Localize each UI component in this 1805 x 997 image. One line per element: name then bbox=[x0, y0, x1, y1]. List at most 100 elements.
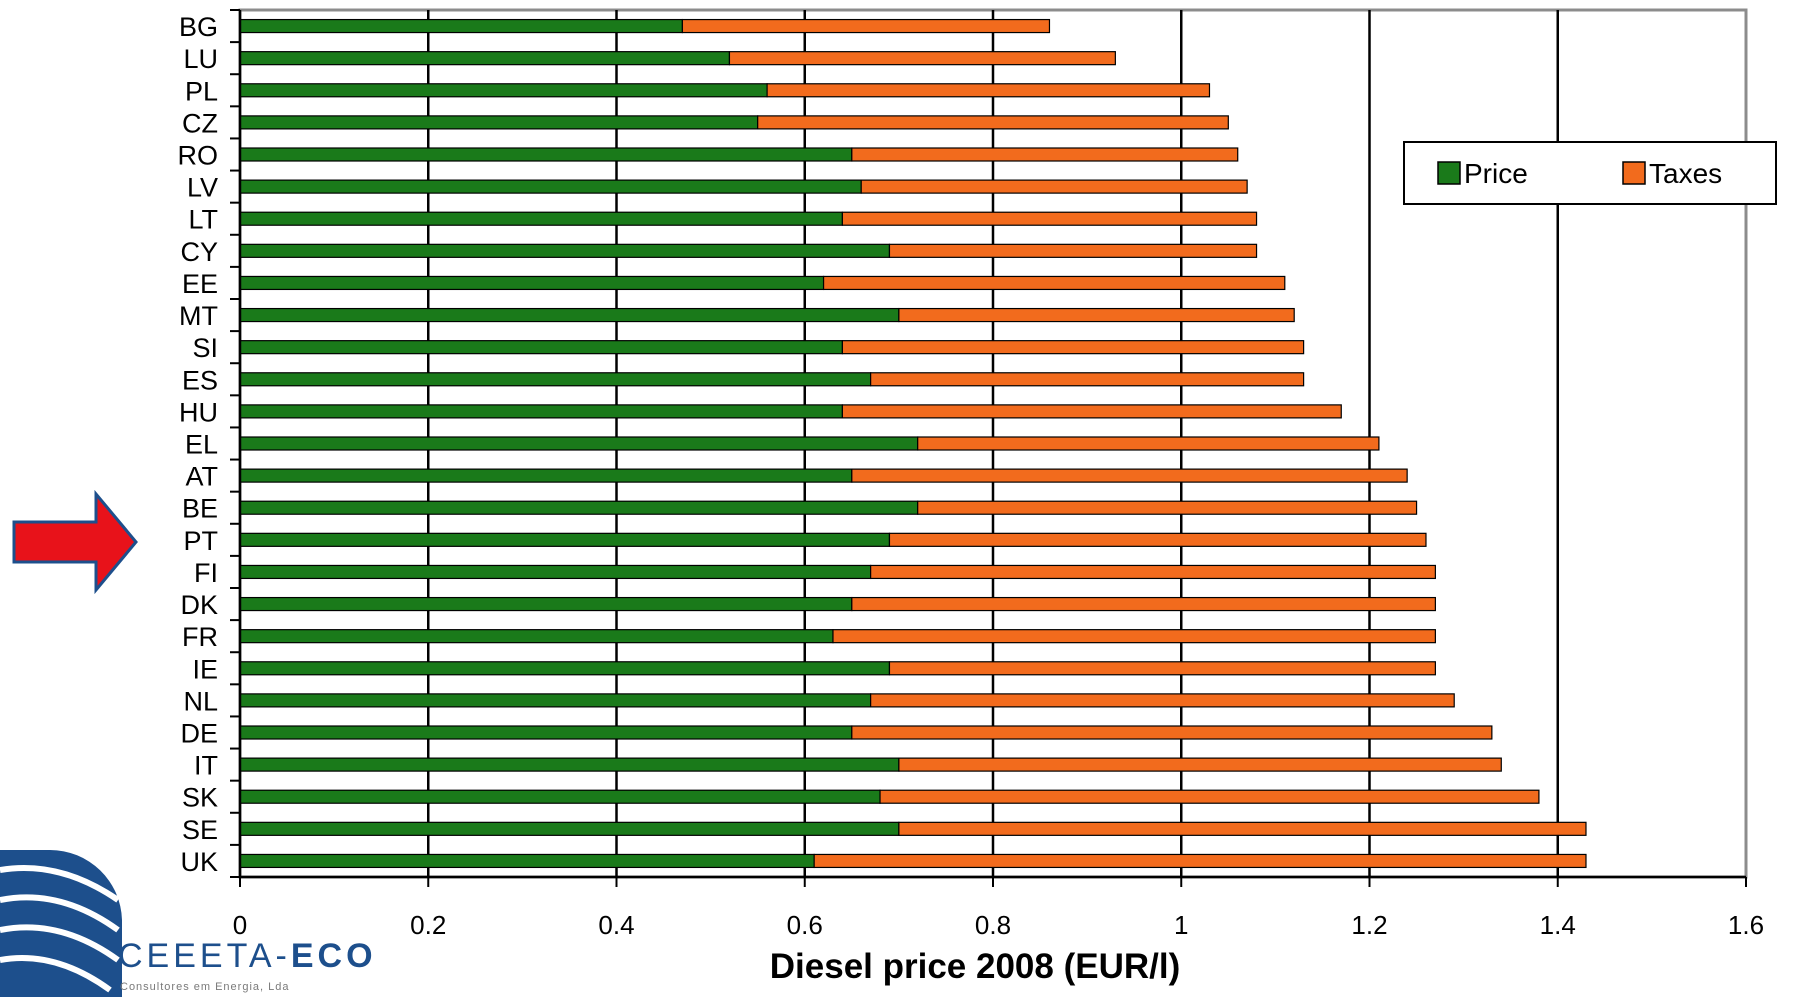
bar-price-el bbox=[239, 436, 919, 451]
bar-taxes-pl bbox=[766, 83, 1211, 98]
y-category-label: MT bbox=[179, 301, 218, 331]
y-category-label: BE bbox=[182, 494, 218, 524]
legend-box bbox=[1403, 141, 1777, 205]
logo-wordmark: CEEETA-ECO bbox=[118, 937, 377, 975]
y-category-label: NL bbox=[183, 686, 218, 716]
bar-taxes-bg bbox=[681, 18, 1051, 34]
y-category-label: CZ bbox=[182, 108, 218, 138]
bar-taxes-uk bbox=[813, 853, 1587, 869]
bar-price-uk bbox=[239, 853, 815, 869]
bar-taxes-cy bbox=[888, 243, 1258, 258]
bar-price-fi bbox=[239, 564, 872, 580]
x-tick-label: 0.6 bbox=[787, 910, 823, 940]
bar-price-se bbox=[239, 821, 900, 836]
bar-taxes-lu bbox=[728, 51, 1116, 66]
bar-taxes-de bbox=[851, 725, 1493, 740]
bar-taxes-fi bbox=[870, 564, 1436, 580]
bar-taxes-ee bbox=[822, 275, 1286, 291]
x-tick-label: 0.4 bbox=[598, 910, 634, 940]
bar-price-fr bbox=[239, 629, 834, 644]
bar-taxes-el bbox=[917, 436, 1380, 451]
axes bbox=[230, 9, 1747, 887]
y-category-label: BG bbox=[179, 12, 218, 42]
bar-taxes-si bbox=[841, 340, 1305, 355]
bar-price-cz bbox=[239, 115, 759, 130]
logo-name-part2: ECO bbox=[291, 937, 377, 975]
bar-price-ro bbox=[239, 147, 853, 162]
y-category-label: PL bbox=[185, 76, 218, 106]
y-category-label: FR bbox=[182, 622, 218, 652]
bar-price-si bbox=[239, 340, 844, 355]
bar-price-dk bbox=[239, 596, 853, 612]
bar-taxes-pt bbox=[888, 532, 1427, 547]
bar-taxes-es bbox=[870, 372, 1305, 387]
bar-taxes-ro bbox=[851, 147, 1239, 162]
x-tick-label: 1 bbox=[1174, 910, 1188, 940]
y-category-label: SE bbox=[182, 815, 218, 845]
x-tick-label: 1.4 bbox=[1540, 910, 1576, 940]
bar-price-be bbox=[239, 500, 919, 515]
bar-price-mt bbox=[239, 307, 900, 323]
logo-name-part1: CEEETA- bbox=[118, 937, 291, 975]
bar-taxes-nl bbox=[870, 693, 1455, 708]
y-category-label: IE bbox=[192, 654, 218, 684]
y-category-label: FI bbox=[194, 558, 218, 588]
y-category-label: CY bbox=[180, 237, 218, 267]
y-category-label: HU bbox=[179, 397, 218, 427]
bar-price-bg bbox=[239, 18, 683, 34]
bar-price-it bbox=[239, 757, 900, 772]
y-category-label: DE bbox=[180, 719, 218, 749]
legend: Price Taxes bbox=[1403, 141, 1777, 205]
bars bbox=[239, 18, 1587, 869]
arrow-icon bbox=[12, 489, 138, 595]
y-category-label: IT bbox=[194, 751, 218, 781]
y-category-label: EE bbox=[182, 269, 218, 299]
bar-taxes-it bbox=[898, 757, 1502, 772]
y-category-label: EL bbox=[185, 430, 218, 460]
bar-price-nl bbox=[239, 693, 872, 708]
bar-taxes-be bbox=[917, 500, 1418, 515]
x-tick-label: 0 bbox=[233, 910, 247, 940]
bar-taxes-mt bbox=[898, 307, 1295, 323]
x-tick-label: 1.2 bbox=[1351, 910, 1387, 940]
x-tick-label: 1.6 bbox=[1728, 910, 1764, 940]
bar-price-cy bbox=[239, 243, 891, 258]
y-category-label: PT bbox=[183, 526, 218, 556]
bar-price-at bbox=[239, 468, 853, 483]
bar-taxes-lv bbox=[860, 179, 1248, 194]
bar-taxes-cz bbox=[757, 115, 1229, 130]
bar-taxes-lt bbox=[841, 211, 1258, 226]
bar-taxes-fr bbox=[832, 629, 1436, 644]
y-category-label: LU bbox=[183, 44, 218, 74]
labels: 0 0.2 0.4 0.6 0.8 1 1.2 1.4 1.6BGLUPLCZROLVLTCYE… bbox=[178, 12, 1765, 940]
bar-taxes-at bbox=[851, 468, 1408, 483]
y-category-label: LV bbox=[187, 173, 218, 203]
bar-price-lv bbox=[239, 179, 862, 194]
y-category-label: UK bbox=[180, 847, 218, 877]
bar-taxes-hu bbox=[841, 404, 1342, 419]
y-category-label: AT bbox=[186, 462, 219, 492]
y-category-label: RO bbox=[178, 141, 219, 171]
bar-price-es bbox=[239, 372, 872, 387]
x-axis-title: Diesel price 2008 (EUR/l) bbox=[770, 947, 1180, 986]
y-category-label: DK bbox=[180, 590, 218, 620]
bar-taxes-dk bbox=[851, 596, 1436, 612]
legend-swatch-taxes bbox=[1622, 161, 1646, 185]
bar-price-lu bbox=[239, 51, 731, 66]
x-tick-label: 0.2 bbox=[410, 910, 446, 940]
bar-taxes-sk bbox=[879, 789, 1540, 804]
bar-taxes-se bbox=[898, 821, 1587, 836]
y-category-label: ES bbox=[182, 365, 218, 395]
legend-label-taxes: Taxes bbox=[1649, 158, 1722, 189]
bar-price-de bbox=[239, 725, 853, 740]
bar-price-sk bbox=[239, 789, 881, 804]
y-category-label: SI bbox=[192, 333, 218, 363]
y-category-label: LT bbox=[188, 205, 218, 235]
globe-icon bbox=[0, 849, 122, 997]
bar-price-pt bbox=[239, 532, 891, 547]
bar-price-hu bbox=[239, 404, 844, 419]
legend-label-price: Price bbox=[1464, 158, 1528, 189]
legend-swatch-price bbox=[1437, 161, 1461, 185]
bar-price-pl bbox=[239, 83, 768, 98]
